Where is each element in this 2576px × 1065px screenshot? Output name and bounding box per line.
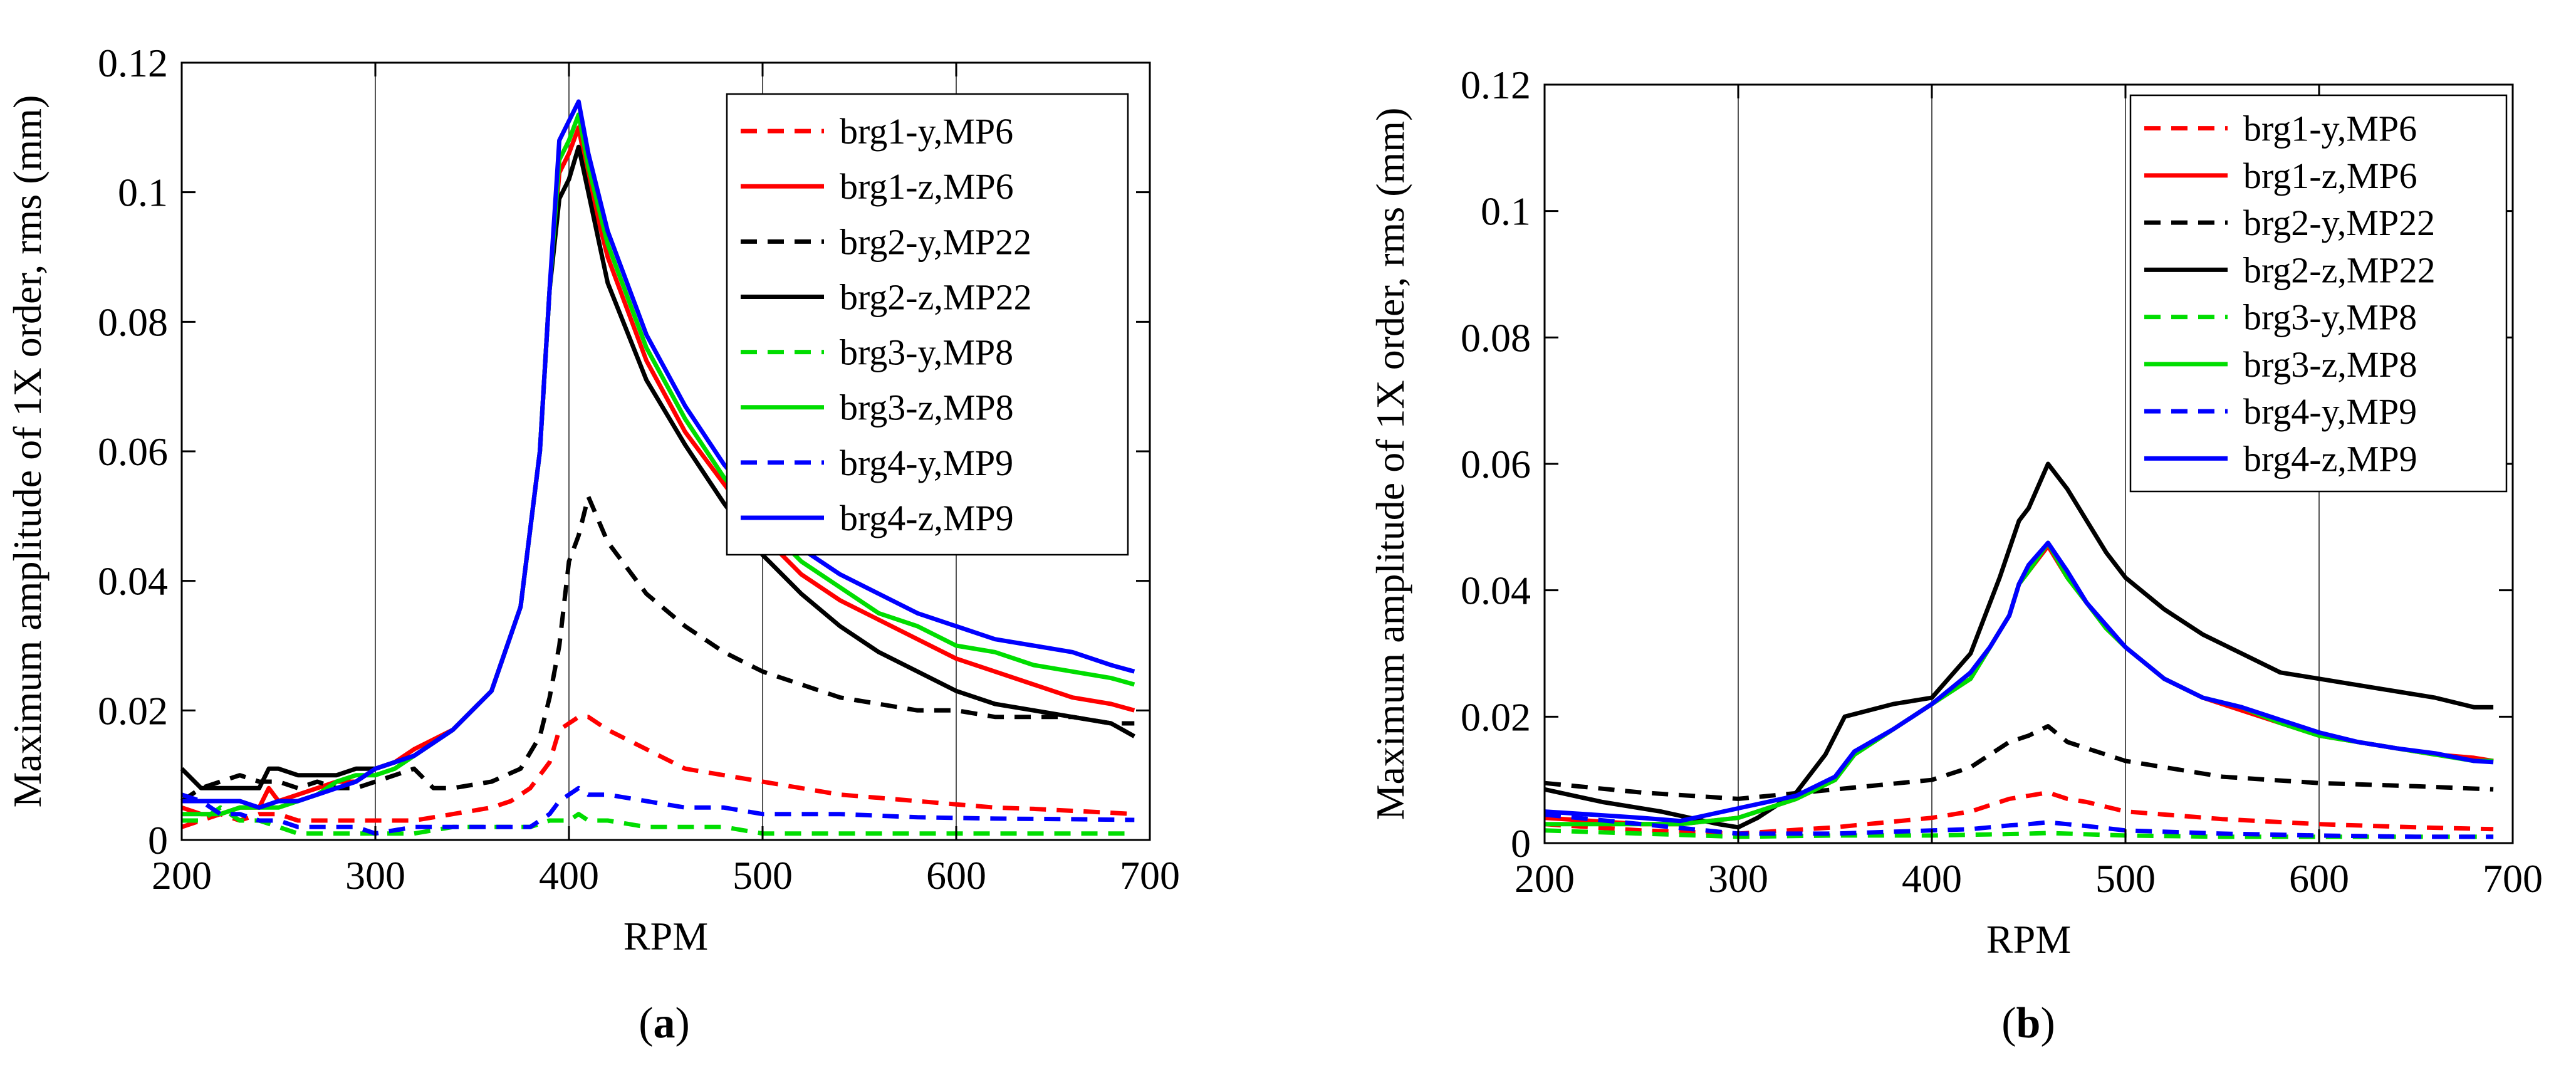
y-tick-label: 0.04	[98, 559, 168, 604]
legend-entry: brg4-z,MP9	[840, 498, 1014, 538]
panel-label-letter: b	[2016, 999, 2041, 1047]
series-line-brg1-y-mp6	[180, 715, 1135, 829]
x-tick-label: 500	[733, 853, 793, 898]
legend-box	[2129, 94, 2508, 493]
legend-entry: brg1-y,MP6	[840, 111, 1013, 152]
y-axis-label: Maximum amplitude of 1X order, rms (mm)	[1368, 108, 1412, 821]
x-tick-label: 700	[1120, 853, 1180, 898]
x-tick-label: 300	[345, 853, 405, 898]
panel-label: (b)	[2001, 999, 2055, 1047]
legend-entry: brg4-y,MP9	[840, 443, 1013, 483]
series-line-brg4-z-mp9	[182, 99, 1135, 810]
x-tick-label: 200	[1515, 856, 1575, 901]
series-group	[180, 99, 1136, 836]
panel-b: 200 300 400 500 600 700 0 0.02 0.04 0.06 0.08 0.1 0.…	[1368, 63, 2543, 1047]
series-line-brg2-y-mp22	[180, 494, 1135, 803]
legend-entry: brg2-z,MP22	[2243, 249, 2436, 290]
y-tick-label: 0.12	[98, 41, 168, 85]
y-tick-label: 0.08	[98, 300, 168, 344]
y-axis-label: Maximum amplitude of 1X order, rms (mm)	[5, 95, 50, 808]
legend-box	[726, 93, 1129, 556]
series-line-brg4-y-mp9	[1544, 812, 2494, 839]
x-tick-label: 500	[2095, 856, 2156, 901]
panel-label-open: (	[639, 999, 653, 1047]
x-tick-label: 300	[1708, 856, 1768, 901]
series-line-brg4-y-mp9	[180, 785, 1135, 836]
legend-entry: brg4-z,MP9	[2243, 438, 2417, 479]
panel-label: (a)	[639, 999, 690, 1047]
series-line-brg1-y-mp6	[1544, 790, 2494, 836]
panel-label-letter: a	[654, 999, 675, 1047]
x-tick-label: 600	[926, 853, 986, 898]
panel-label-close: )	[675, 999, 690, 1047]
x-tick-label: 200	[152, 853, 212, 898]
x-tick-label: 700	[2483, 856, 2543, 901]
panel-a: 200 300 400 500 600 700 0 0.02 0.04 0.06 0.08 0.1 0.…	[5, 41, 1180, 1047]
series-group	[1544, 461, 2494, 839]
y-tick-label: 0.06	[98, 429, 168, 474]
panel-label-close: )	[2040, 999, 2055, 1047]
y-tick-label: 0	[1511, 821, 1531, 866]
y-tick-label: 0.1	[118, 171, 168, 215]
y-tick-label: 0.04	[1461, 569, 1531, 613]
series-line-brg3-y-mp8	[182, 805, 1135, 836]
legend-entry: brg2-z,MP22	[840, 276, 1032, 317]
legend-entry: brg1-z,MP6	[2243, 155, 2417, 196]
x-tick-label: 600	[2289, 856, 2349, 901]
legend: brg1-y,MP6 brg1-z,MP6 brg2-y,MP22 brg2-z,MP…	[2129, 94, 2508, 493]
series-line-brg2-y-mp22	[1544, 724, 2494, 801]
y-tick-label: 0	[148, 818, 168, 863]
legend-entry: brg1-y,MP6	[2243, 108, 2417, 149]
y-tick-label: 0.08	[1461, 315, 1531, 360]
legend-entry: brg2-y,MP22	[2243, 202, 2435, 243]
series-line-brg2-z-mp22	[1544, 461, 2494, 830]
panel-label-open: (	[2001, 999, 2016, 1047]
legend-entry: brg3-y,MP8	[840, 332, 1013, 373]
legend-entry: brg3-y,MP8	[2243, 297, 2417, 338]
x-axis-label: RPM	[623, 914, 708, 958]
legend-entry: brg3-z,MP8	[2243, 344, 2417, 385]
legend-entry: brg1-z,MP6	[840, 166, 1014, 207]
y-tick-label: 0.06	[1461, 442, 1531, 486]
legend: brg1-y,MP6 brg1-z,MP6 brg2-y,MP22 brg2-z,MP…	[726, 93, 1129, 556]
x-tick-label: 400	[539, 853, 599, 898]
x-axis-label: RPM	[1986, 917, 2071, 962]
legend-entry: brg4-y,MP9	[2243, 391, 2417, 432]
series-line-brg4-z-mp9	[1544, 540, 2494, 824]
x-tick-label: 400	[1902, 856, 1962, 901]
y-tick-label: 0.02	[1461, 695, 1531, 739]
legend-entry: brg2-y,MP22	[840, 221, 1031, 262]
y-tick-label: 0.02	[98, 688, 168, 733]
y-tick-label: 0.1	[1481, 189, 1531, 234]
legend-entry: brg3-z,MP8	[840, 387, 1014, 428]
y-tick-label: 0.12	[1461, 63, 1531, 107]
